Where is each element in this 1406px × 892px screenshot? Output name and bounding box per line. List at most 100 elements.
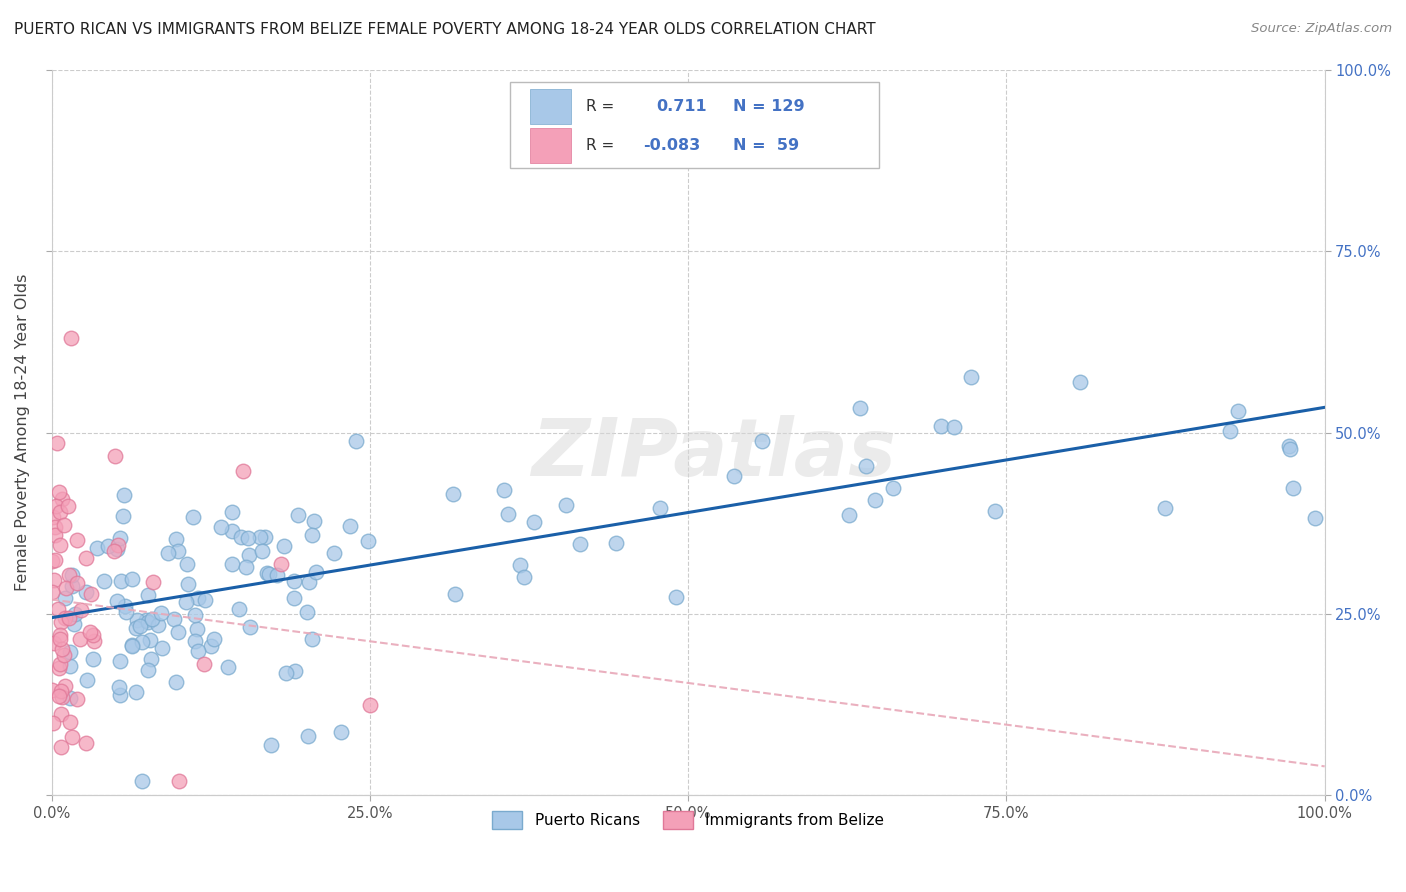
Point xyxy=(83,634,105,648)
Point xyxy=(568,537,591,551)
Point xyxy=(121,639,143,653)
Text: Source: ZipAtlas.com: Source: ZipAtlas.com xyxy=(1251,22,1392,36)
Point xyxy=(105,594,128,608)
Point xyxy=(51,641,73,656)
Point xyxy=(305,565,328,579)
Point xyxy=(231,464,253,478)
Point xyxy=(59,714,82,729)
Point xyxy=(131,635,153,649)
Point xyxy=(252,544,274,558)
Point xyxy=(301,528,323,542)
Point xyxy=(165,532,187,546)
Point xyxy=(125,621,148,635)
Point xyxy=(298,575,321,590)
Point xyxy=(838,508,860,522)
Point xyxy=(48,537,70,551)
Point xyxy=(58,690,80,705)
Point xyxy=(112,509,135,524)
FancyBboxPatch shape xyxy=(510,82,879,168)
Point xyxy=(75,736,97,750)
Point xyxy=(60,567,83,582)
Point xyxy=(59,659,82,673)
Point xyxy=(231,530,253,544)
Point xyxy=(44,520,66,534)
Point xyxy=(97,539,120,553)
Point xyxy=(523,516,546,530)
Point xyxy=(174,595,197,609)
Point xyxy=(186,623,208,637)
Text: N =  59: N = 59 xyxy=(733,138,799,153)
Point xyxy=(266,567,288,582)
Point xyxy=(156,546,179,560)
Text: 0.711: 0.711 xyxy=(657,99,707,114)
Point xyxy=(79,624,101,639)
Point xyxy=(162,612,184,626)
Point xyxy=(49,615,72,629)
Point xyxy=(176,558,198,572)
Point xyxy=(605,536,627,550)
Point xyxy=(48,689,70,703)
Point xyxy=(82,628,104,642)
Point xyxy=(104,449,127,463)
Point xyxy=(494,483,516,498)
Point xyxy=(665,591,688,605)
Point xyxy=(555,498,578,512)
Point xyxy=(270,558,292,572)
Point xyxy=(184,608,207,623)
Point xyxy=(59,331,82,345)
Point xyxy=(863,492,886,507)
Point xyxy=(51,739,73,754)
Point xyxy=(41,584,63,599)
Point xyxy=(48,661,70,675)
Point xyxy=(49,657,72,671)
Point xyxy=(60,730,83,744)
Legend: Puerto Ricans, Immigrants from Belize: Puerto Ricans, Immigrants from Belize xyxy=(485,805,890,835)
Point xyxy=(209,520,232,534)
Point xyxy=(648,501,671,516)
Point xyxy=(135,613,157,627)
Point xyxy=(103,544,125,558)
Point xyxy=(359,698,381,712)
Point xyxy=(46,601,69,615)
Point xyxy=(110,531,132,545)
FancyBboxPatch shape xyxy=(530,89,571,124)
Point xyxy=(194,593,217,607)
Point xyxy=(49,706,72,721)
Point xyxy=(70,603,93,617)
Point xyxy=(60,579,83,593)
Point xyxy=(723,469,745,483)
Point xyxy=(357,533,380,548)
Point xyxy=(238,531,260,545)
Point xyxy=(984,504,1007,518)
Point xyxy=(295,605,318,619)
Point xyxy=(108,654,131,668)
Point xyxy=(165,675,187,690)
Point xyxy=(129,619,152,633)
Point xyxy=(302,515,325,529)
Point xyxy=(44,552,66,566)
Point xyxy=(45,436,67,450)
Point xyxy=(441,486,464,500)
Point xyxy=(322,546,344,560)
Point xyxy=(112,488,135,502)
Point xyxy=(256,566,278,580)
Point xyxy=(150,640,173,655)
Point xyxy=(80,587,103,601)
Point xyxy=(41,554,63,568)
Point xyxy=(51,491,73,506)
Point xyxy=(217,660,239,674)
Point xyxy=(121,572,143,586)
Point xyxy=(200,640,222,654)
Point xyxy=(53,610,76,624)
Point xyxy=(59,645,82,659)
Point xyxy=(181,509,204,524)
Point xyxy=(150,607,173,621)
Point xyxy=(108,680,131,694)
Point xyxy=(167,624,190,639)
Point xyxy=(51,690,73,704)
Point xyxy=(44,528,66,542)
Point xyxy=(58,611,80,625)
Point xyxy=(274,665,297,680)
Point xyxy=(238,548,260,562)
Point xyxy=(931,419,953,434)
